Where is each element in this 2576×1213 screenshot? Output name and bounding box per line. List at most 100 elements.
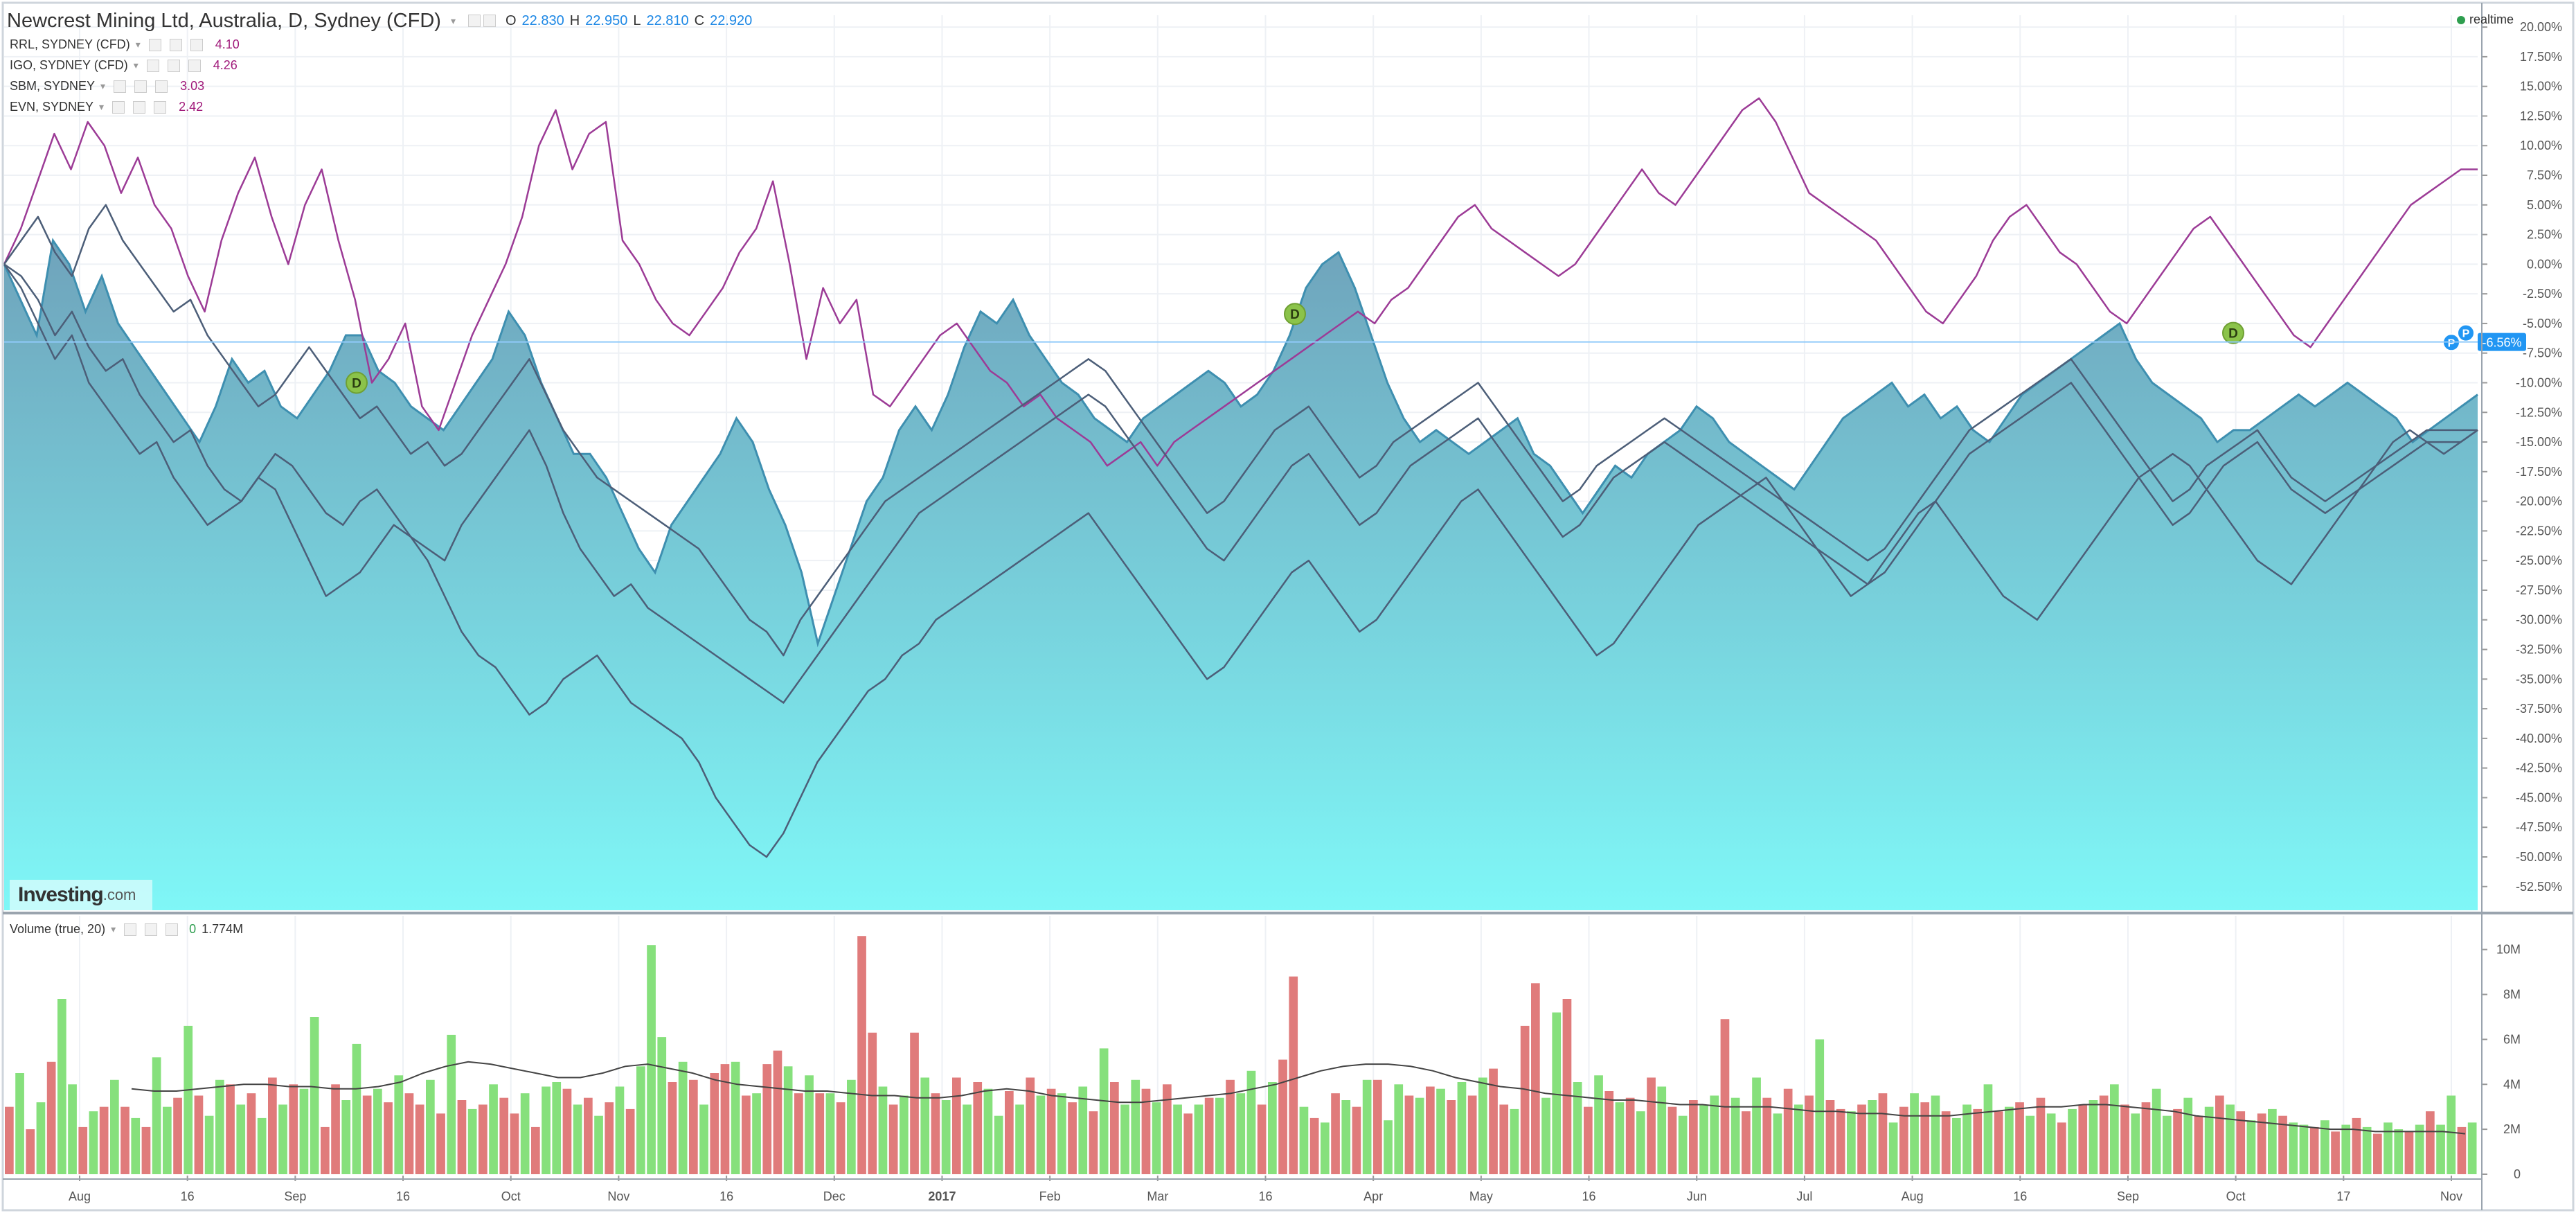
volume-bar [636, 1066, 645, 1174]
instrument-title[interactable]: Newcrest Mining Ltd, Australia, D, Sydne… [7, 10, 441, 32]
volume-bar [226, 1084, 235, 1174]
volume-bar [1878, 1093, 1888, 1174]
axis-tick-label: 2.50% [2527, 228, 2562, 242]
volume-bar [215, 1079, 224, 1174]
comparison-row-igo[interactable]: IGO, SYDNEY (CFD) ▾ 4.26 [10, 58, 238, 73]
volume-bar [910, 1032, 919, 1174]
volume-bar [2341, 1124, 2351, 1174]
close-icon[interactable] [190, 38, 203, 51]
volume-bar [1036, 1095, 1046, 1174]
volume-bar [1373, 1079, 1382, 1174]
eye-icon[interactable] [112, 100, 125, 114]
volume-bar [2394, 1129, 2404, 1174]
ohlc-close-value: 22.920 [710, 13, 753, 28]
volume-bar [1615, 1102, 1625, 1174]
close-icon[interactable] [155, 80, 168, 93]
volume-bar [2331, 1131, 2340, 1174]
chevron-down-icon[interactable]: ▾ [135, 39, 141, 50]
volume-bar [299, 1088, 309, 1174]
axis-tick-label: -12.50% [2516, 405, 2562, 419]
eye-icon[interactable] [146, 59, 159, 72]
comparison-value: 3.03 [180, 79, 205, 93]
volume-bar [1362, 1079, 1372, 1174]
volume-bar [2278, 1115, 2287, 1174]
volume-bar [1078, 1086, 1088, 1174]
close-icon[interactable] [154, 100, 167, 114]
chevron-down-icon[interactable]: ▾ [450, 15, 456, 26]
logo-suffix: .com [102, 886, 136, 903]
volume-bar [963, 1104, 972, 1174]
comparison-row-evn[interactable]: EVN, SYDNEY ▾ 2.42 [10, 100, 203, 114]
volume-bar [2204, 1106, 2214, 1174]
volume-bar [1888, 1122, 1898, 1174]
chevron-down-icon[interactable]: ▾ [133, 60, 138, 71]
gear-icon[interactable] [133, 100, 146, 114]
volume-bar [110, 1079, 119, 1174]
axis-tick-label: -42.50% [2516, 761, 2562, 775]
eye-icon[interactable] [467, 15, 481, 28]
investing-logo: Investing .com [10, 880, 152, 910]
volume-bar [783, 1066, 793, 1174]
main-area-series [3, 238, 2478, 911]
volume-bar [362, 1095, 372, 1174]
volume-bar [941, 1100, 951, 1174]
gear-icon[interactable] [167, 59, 180, 72]
chevron-down-icon[interactable]: ▾ [100, 80, 106, 91]
volume-bar [5, 1106, 14, 1174]
gear-icon[interactable] [134, 80, 147, 93]
volume-bar [152, 1057, 161, 1174]
volume-bar [1952, 1117, 1961, 1174]
volume-bar [1436, 1088, 1445, 1174]
close-icon[interactable] [188, 59, 201, 72]
volume-bar [888, 1104, 898, 1174]
volume-bar [2025, 1115, 2035, 1174]
close-icon[interactable] [166, 923, 179, 936]
volume-tick-label: 0 [2514, 1167, 2521, 1181]
gear-icon[interactable] [483, 15, 496, 28]
volume-bar [194, 1095, 204, 1174]
volume-bar [1720, 1019, 1730, 1174]
ohlc-low-value: 22.810 [646, 13, 689, 28]
logo-text: Investing [18, 883, 104, 906]
volume-bar [2257, 1113, 2266, 1174]
eye-icon[interactable] [124, 923, 137, 936]
volume-bar [1478, 1077, 1487, 1174]
volume-bar [2320, 1120, 2329, 1174]
volume-bar [2057, 1122, 2066, 1174]
volume-tick-label: 6M [2503, 1032, 2521, 1046]
axis-tick-label: -52.50% [2516, 880, 2562, 894]
volume-bar [1973, 1108, 1983, 1174]
eye-icon[interactable] [148, 38, 161, 51]
main-area-fill [4, 240, 2478, 911]
eye-icon[interactable] [114, 80, 127, 93]
gear-icon[interactable] [145, 923, 158, 936]
comparison-row-sbm[interactable]: SBM, SYDNEY ▾ 3.03 [10, 79, 204, 94]
volume-bar [2078, 1104, 2088, 1174]
dividend-marker-label: D [352, 376, 361, 391]
volume-bar [1268, 1082, 1277, 1174]
volume-bar [1857, 1104, 1866, 1174]
p-marker-label: P [2448, 337, 2456, 349]
volume-bar [404, 1093, 414, 1174]
time-tick-label: Aug [1902, 1189, 1924, 1203]
axis-tick-label: -47.50% [2516, 820, 2562, 834]
volume-bar [2046, 1113, 2056, 1174]
volume-bar [1415, 1097, 1424, 1174]
axis-tick-label: -35.00% [2516, 672, 2562, 686]
volume-bar [1236, 1093, 1246, 1174]
volume-label[interactable]: Volume (true, 20) [10, 922, 106, 936]
volume-bar [1384, 1120, 1393, 1174]
volume-bar [426, 1079, 435, 1174]
axis-tick-label: 12.50% [2520, 109, 2562, 123]
comparison-row-rrl[interactable]: RRL, SYDNEY (CFD) ▾ 4.10 [10, 37, 240, 52]
gear-icon[interactable] [169, 38, 182, 51]
realtime-label: realtime [2469, 12, 2514, 26]
chevron-down-icon[interactable]: ▾ [111, 923, 116, 935]
volume-bar [1962, 1104, 1971, 1174]
comparison-label: SBM, SYDNEY [10, 79, 96, 93]
volume-bar [2467, 1122, 2477, 1174]
volume-bar [1005, 1091, 1014, 1174]
chevron-down-icon[interactable]: ▾ [99, 101, 105, 112]
time-axis: Aug 16 Sep 16 Oct Nov 16 Dec 2017 Feb Mar 16 Apr May 1… [69, 1176, 2462, 1203]
